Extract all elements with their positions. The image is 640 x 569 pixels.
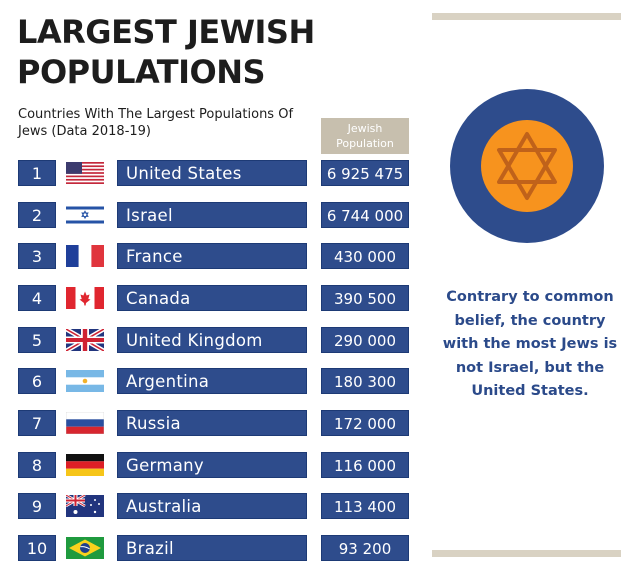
population-cell: 6 925 475 — [321, 160, 409, 186]
rank-cell: 5 — [18, 327, 56, 353]
country-cell: Russia — [117, 410, 307, 436]
uk-flag-icon — [66, 329, 104, 351]
page-title: LARGEST JEWISH POPULATIONS — [17, 12, 317, 92]
israel-flag-icon — [66, 204, 104, 226]
population-cell: 172 000 — [321, 410, 409, 436]
population-cell: 430 000 — [321, 243, 409, 269]
rank-cell: 10 — [18, 535, 56, 561]
country-cell: Argentina — [117, 368, 307, 394]
country-cell: Australia — [117, 493, 307, 519]
table-row: 7 Russia 172 000 — [0, 410, 430, 436]
title-text: LARGEST JEWISH POPULATIONS — [17, 13, 315, 91]
table-row: 9 Australia 113 400 — [0, 493, 430, 519]
population-cell: 93 200 — [321, 535, 409, 561]
country-cell: United Kingdom — [117, 327, 307, 353]
population-cell: 180 300 — [321, 368, 409, 394]
argentina-flag-icon — [66, 370, 104, 392]
rank-cell: 2 — [18, 202, 56, 228]
rank-cell: 1 — [18, 160, 56, 186]
population-cell: 6 744 000 — [321, 202, 409, 228]
country-cell: Germany — [117, 452, 307, 478]
brazil-flag-icon — [66, 537, 104, 559]
table-row: 5 United Kingdom 290 000 — [0, 327, 430, 353]
rank-cell: 9 — [18, 493, 56, 519]
population-cell: 113 400 — [321, 493, 409, 519]
subtitle: Countries With The Largest Populations O… — [18, 107, 294, 139]
table-row: 8 Germany 116 000 — [0, 452, 430, 478]
australia-flag-icon — [66, 495, 104, 517]
population-cell: 290 000 — [321, 327, 409, 353]
country-cell: United States — [117, 160, 307, 186]
table-row: 1 United States 6 925 475 — [0, 160, 430, 186]
country-cell: Brazil — [117, 535, 307, 561]
population-cell: 116 000 — [321, 452, 409, 478]
table-row: 2 Israel 6 744 000 — [0, 202, 430, 228]
country-cell: France — [117, 243, 307, 269]
rank-cell: 8 — [18, 452, 56, 478]
russia-flag-icon — [66, 412, 104, 434]
france-flag-icon — [66, 245, 104, 267]
rank-cell: 6 — [18, 368, 56, 394]
population-table: 1 United States 6 925 475 2 Israel 6 744 000 3… — [0, 160, 430, 561]
us-flag-icon — [66, 162, 104, 184]
country-cell: Canada — [117, 285, 307, 311]
table-row: 4 Canada 390 500 — [0, 285, 430, 311]
table-row: 3 France 430 000 — [0, 243, 430, 269]
bottom-divider — [432, 550, 621, 557]
table-row: 6 Argentina 180 300 — [0, 368, 430, 394]
top-divider — [432, 13, 621, 20]
rank-cell: 4 — [18, 285, 56, 311]
population-cell: 390 500 — [321, 285, 409, 311]
rank-cell: 7 — [18, 410, 56, 436]
germany-flag-icon — [66, 454, 104, 476]
table-row: 10 Brazil 93 200 — [0, 535, 430, 561]
canada-flag-icon — [66, 287, 104, 309]
rank-cell: 3 — [18, 243, 56, 269]
star-of-david-icon — [450, 89, 604, 243]
column-header-population: Jewish Population — [321, 118, 409, 154]
country-cell: Israel — [117, 202, 307, 228]
callout-text: Contrary to common belief, the country w… — [442, 289, 618, 399]
